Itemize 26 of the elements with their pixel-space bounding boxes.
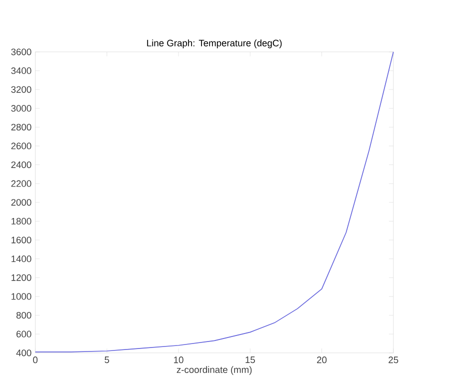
- y-tick-label: 3400: [11, 67, 32, 74]
- chart-title: Line Graph: Temperature (degC): [147, 40, 282, 48]
- x-tick-label: 5: [104, 356, 110, 364]
- y-tick-label: 3000: [11, 105, 32, 112]
- x-tick-label: 25: [388, 356, 398, 364]
- x-tick-label: 0: [33, 356, 38, 364]
- y-tick-label: 1000: [12, 293, 32, 300]
- y-tick-label: 400: [16, 350, 32, 356]
- y-tick-label: 600: [16, 330, 32, 338]
- y-tick-label: 800: [16, 312, 32, 319]
- y-tick-label: 1400: [12, 256, 32, 262]
- line-series: [34, 51, 394, 352]
- x-tick-label: 20: [317, 356, 327, 364]
- x-tick-label: 15: [246, 356, 255, 364]
- x-axis-title: z-coordinate (mm): [176, 366, 252, 375]
- y-tick-label: 2200: [11, 180, 32, 187]
- x-tick-label: 10: [174, 356, 184, 364]
- y-tick-label: 3600: [11, 48, 32, 56]
- y-tick-label: 3200: [11, 86, 32, 93]
- y-tick-label: 2800: [11, 124, 32, 130]
- y-tick-label: 2400: [11, 161, 32, 168]
- y-tick-label: 2000: [11, 199, 32, 206]
- y-tick-label: 1600: [12, 236, 32, 244]
- y-tick-label: 1800: [12, 218, 32, 225]
- y-tick-label: 1200: [12, 274, 32, 281]
- y-tick-label: 2600: [11, 142, 32, 150]
